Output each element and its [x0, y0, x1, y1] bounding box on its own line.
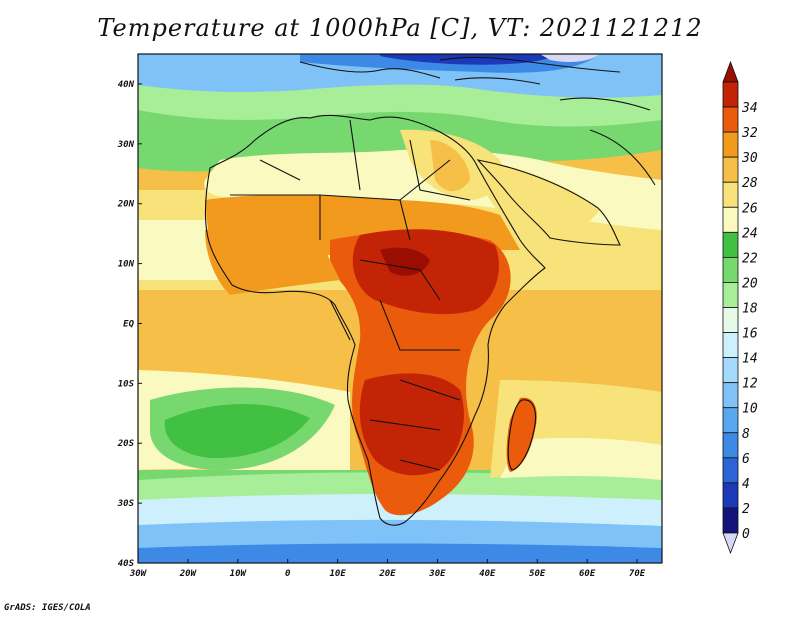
colorbar-swatch — [722, 81, 739, 108]
temperature-field — [138, 54, 662, 563]
colorbar-swatch — [722, 231, 739, 258]
colorbar-label: 18 — [742, 302, 758, 317]
colorbar-swatch — [722, 482, 739, 509]
lon-tick-label: 0 — [285, 569, 291, 579]
colorbar-label: 2 — [742, 502, 750, 517]
colorbar-label: 6 — [742, 452, 750, 467]
lon-tick-label: 60E — [579, 569, 596, 579]
colorbar-swatch — [722, 181, 739, 208]
colorbar-label: 0 — [742, 527, 750, 542]
colorbar-swatch — [722, 106, 739, 133]
colorbar-label: 14 — [742, 352, 758, 367]
lon-tick-label: 50E — [529, 569, 546, 579]
colorbar-label: 16 — [742, 327, 758, 342]
lon-tick-label: 30E — [428, 569, 446, 579]
colorbar-swatch — [722, 156, 739, 183]
lat-tick-label: 10N — [118, 260, 135, 270]
lat-axis: 40N 30N 20N 10N EQ 10S 20S 30S 40S — [117, 80, 142, 569]
lon-tick-label: 20W — [179, 569, 198, 579]
colorbar-label: 20 — [742, 276, 758, 291]
colorbar-swatch — [722, 332, 739, 359]
colorbar-label: 4 — [742, 477, 750, 492]
chart-title: Temperature at 1000hPa [C], VT: 20211212… — [97, 14, 703, 42]
colorbar-label: 24 — [742, 226, 758, 241]
colorbar-label: 28 — [742, 176, 758, 191]
credit-text: GrADS: IGES/COLA — [4, 603, 91, 613]
colorbar-swatch — [722, 357, 739, 384]
plot-frame — [137, 53, 663, 564]
lon-tick-label: 20E — [378, 569, 396, 579]
lat-tick-label: 30N — [117, 140, 135, 150]
colorbar-swatch — [722, 307, 739, 333]
colorbar-swatch — [722, 382, 739, 409]
colorbar-label: 8 — [742, 427, 750, 442]
colorbar-label: 12 — [742, 377, 758, 392]
lon-tick-label: 10E — [329, 569, 346, 579]
lat-tick-label: 40S — [118, 559, 135, 569]
colorbar-label: 34 — [741, 101, 758, 116]
colorbar-min-triangle — [722, 532, 739, 555]
colorbar-swatch — [722, 507, 739, 534]
lat-tick-label: 20N — [117, 200, 135, 210]
colorbar-label: 26 — [742, 201, 758, 216]
colorbar-label: 22 — [742, 251, 758, 266]
lat-tick-label: EQ — [123, 319, 134, 329]
colorbar-label: 32 — [741, 126, 758, 141]
colorbar-swatch — [722, 407, 739, 434]
coastlines — [204, 56, 656, 526]
colorbar-swatch — [722, 131, 739, 158]
colorbar-label: 30 — [741, 151, 758, 166]
lat-tick-label: 30S — [117, 499, 135, 509]
colorbar-swatch — [722, 206, 739, 233]
lon-tick-label: 70E — [629, 569, 646, 579]
colorbar-swatch — [722, 457, 739, 484]
lat-tick-label: 20S — [117, 439, 135, 449]
colorbar-max-triangle — [722, 60, 739, 83]
colorbar-swatch — [722, 432, 739, 459]
lon-tick-label: 40E — [479, 569, 496, 579]
lat-tick-label: 40N — [118, 80, 135, 90]
lon-tick-label: 30W — [129, 569, 148, 579]
colorbar-label: 10 — [742, 402, 758, 417]
colorbar-swatch — [722, 282, 739, 308]
lon-tick-label: 10W — [230, 569, 248, 579]
lon-axis: 30W 20W 10W 0 10E 20E 30E 40E 50E 60E 70E — [129, 559, 646, 579]
lat-tick-label: 10S — [118, 379, 135, 389]
colorbar-swatch — [722, 256, 739, 283]
